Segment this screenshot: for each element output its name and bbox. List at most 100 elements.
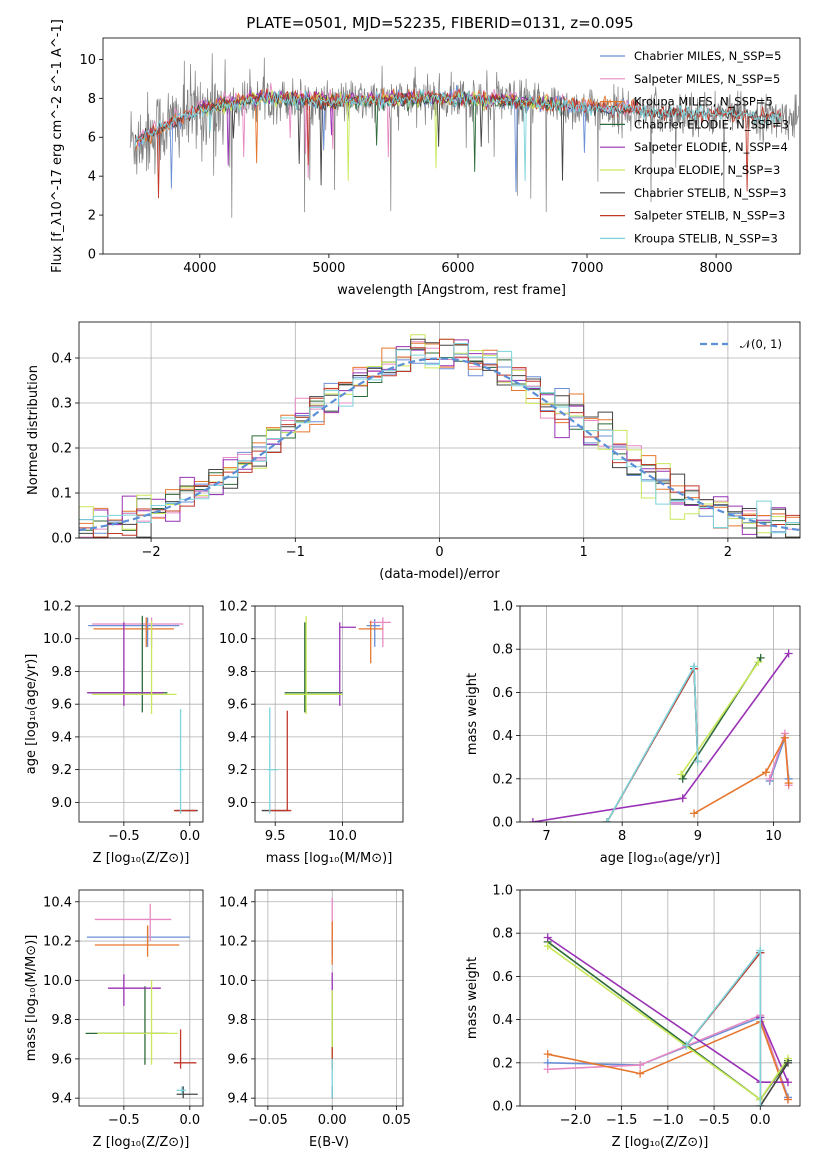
- y-tick-label: 9.8: [227, 1013, 248, 1028]
- marker-point: [682, 1041, 691, 1050]
- marker-point: [543, 942, 552, 951]
- weight-line: [685, 948, 762, 1106]
- data-point: [339, 622, 356, 706]
- plot-area: [86, 615, 198, 814]
- axes: 4000 5000 6000 7000 8000 0 2 4 6 8 10 wavelength [A…: [50, 19, 801, 298]
- age-vs-mass-panel: 9.5 10.0 9.0 9.2 9.4 9.6 9.8 10.0 10.2 mass [log₁…: [219, 600, 404, 866]
- y-tick-label: 9.2: [227, 763, 248, 778]
- y-tick-label: 0.4: [492, 729, 513, 744]
- y-tick-label: 10.0: [43, 632, 72, 647]
- y-tick-label: 0.4: [492, 1013, 513, 1028]
- x-axis-label: Z [log₁₀(Z/Z⊙)]: [93, 1135, 190, 1150]
- axes-frame: [519, 889, 801, 1107]
- y-tick-label: 10.4: [43, 895, 72, 910]
- y-tick-label: 10.4: [219, 895, 248, 910]
- histogram-step: [79, 343, 800, 538]
- y-tick-label: 0.8: [492, 643, 513, 658]
- weight-line: [547, 1020, 789, 1100]
- y-tick-label: 10.2: [219, 935, 248, 950]
- data-point: [88, 617, 180, 647]
- weight-line: [693, 735, 790, 815]
- y-tick-label: 0.3: [51, 397, 72, 412]
- y-tick-label: 0.2: [51, 442, 72, 457]
- grid-lines: [255, 890, 403, 1106]
- y-tick-label: 0.0: [51, 532, 72, 547]
- axes-frame: [102, 37, 801, 255]
- y-tick-label: 0.8: [492, 927, 513, 942]
- x-tick-label: −0.05: [248, 1113, 288, 1128]
- x-tick-label: 0.0: [179, 829, 200, 844]
- marker-point: [761, 768, 770, 777]
- legend-label: Chabrier ELODIE, N_SSP=3: [634, 117, 789, 131]
- marker-point: [693, 757, 702, 766]
- grid-lines: [79, 890, 203, 1106]
- y-tick-label: 9.6: [51, 1052, 72, 1067]
- data-point: [176, 1086, 186, 1095]
- y-tick-label: 6: [88, 131, 96, 146]
- y-axis-label: mass weight: [465, 673, 480, 755]
- y-tick-label: 0.6: [492, 970, 513, 985]
- marker-point: [784, 649, 793, 658]
- data-point: [284, 615, 343, 714]
- marker-point: [783, 1095, 792, 1104]
- legend-label: Salpeter ELODIE, N_SSP=4: [634, 140, 788, 154]
- weight-line: [680, 661, 760, 775]
- y-tick-label: 4: [88, 170, 96, 185]
- x-tick-label: 10: [765, 829, 782, 844]
- x-tick-label: −1.5: [606, 1113, 638, 1128]
- y-tick-label: 10: [79, 53, 96, 68]
- y-tick-label: 1.0: [492, 884, 513, 899]
- data-point: [369, 617, 391, 647]
- weight-line: [685, 950, 762, 1106]
- x-tick-label: 7000: [570, 261, 603, 276]
- x-tick-label: 2: [724, 545, 732, 560]
- y-tick-label: 10.2: [219, 600, 248, 615]
- x-tick-label: 0.0: [179, 1113, 200, 1128]
- legend: 𝒩(0, 1): [700, 337, 782, 351]
- axes-frame: [78, 605, 204, 823]
- weight-line: [532, 653, 790, 822]
- legend-label: Kroupa STELIB, N_SSP=3: [634, 231, 778, 245]
- y-tick-label: 9.0: [51, 796, 72, 811]
- y-tick-label: 10.0: [219, 974, 248, 989]
- data-point: [92, 617, 184, 647]
- y-tick-label: 0.1: [51, 487, 72, 502]
- x-tick-label: 1: [580, 545, 588, 560]
- age-vs-metallicity-panel: −0.5 0.0 9.0 9.2 9.4 9.6 9.8 10.0 10.2 Z [log₁₀(Z…: [24, 600, 204, 866]
- axes: −2 −1 0 1 2 0.0 0.1 0.2 0.3 0.4 (data-model)/error…: [26, 321, 801, 582]
- axes: 9.5 10.0 9.0 9.2 9.4 9.6 9.8 10.0 10.2 mass [log₁…: [219, 600, 404, 866]
- legend-label: Chabrier STELIB, N_SSP=3: [634, 186, 786, 200]
- data-point: [86, 927, 190, 945]
- marker-point: [678, 774, 687, 783]
- y-tick-label: 0.0: [492, 1100, 513, 1115]
- x-tick-label: 8000: [700, 261, 733, 276]
- x-axis-label: Z [log₁₀(Z/Z⊙)]: [93, 851, 190, 866]
- x-tick-label: 8: [618, 829, 626, 844]
- y-tick-label: 0.2: [492, 1056, 513, 1071]
- grid-lines: [79, 605, 203, 822]
- marker-point: [783, 1058, 792, 1067]
- x-axis-label: Z [log₁₀(Z/Z⊙)]: [612, 1135, 709, 1150]
- legend-label: Salpeter MILES, N_SSP=5: [634, 72, 780, 86]
- x-tick-label: 6000: [441, 261, 474, 276]
- y-tick-label: 9.6: [227, 1052, 248, 1067]
- data-point: [93, 617, 174, 647]
- data-point: [108, 974, 161, 1006]
- x-tick-label: 0.05: [382, 1113, 411, 1128]
- marker-point: [783, 1078, 792, 1087]
- y-tick-label: 0.0: [492, 816, 513, 831]
- model-spectrum-line: [134, 91, 781, 186]
- y-tick-label: 10.2: [43, 600, 72, 615]
- x-tick-label: −2.0: [560, 1113, 592, 1128]
- data-point: [97, 980, 178, 1065]
- x-tick-label: 4000: [183, 261, 216, 276]
- x-tick-label: −1.0: [652, 1113, 684, 1128]
- y-tick-label: 9.2: [51, 763, 72, 778]
- marker-point: [765, 774, 774, 783]
- grid-lines: [520, 889, 800, 1107]
- data-point: [284, 622, 343, 713]
- x-axis-label: E(B-V): [309, 1135, 349, 1150]
- marker-point: [784, 779, 793, 788]
- data-point: [366, 619, 381, 647]
- x-tick-label: −2: [142, 545, 161, 560]
